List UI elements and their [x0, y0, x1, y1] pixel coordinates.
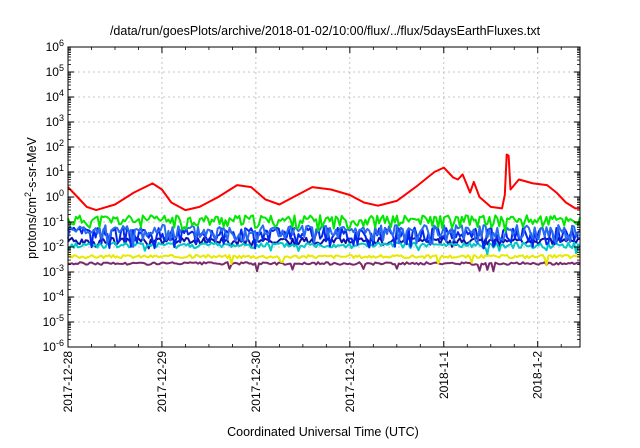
- y-tick-label: 103: [46, 113, 64, 129]
- series-line: [67, 253, 581, 266]
- y-tick-label: 105: [46, 63, 64, 79]
- y-axis-label: protons/cm2-s-sr-MeV: [23, 136, 39, 258]
- x-tick-label: 2017-12-31: [343, 351, 357, 413]
- x-axis-label: Coordinated Universal Time (UTC): [227, 425, 419, 439]
- x-tick-label: 2017-12-28: [61, 351, 75, 413]
- y-tick-label: 104: [46, 88, 64, 104]
- x-tick-label: 2017-12-30: [249, 351, 263, 413]
- y-tick-label: 10-5: [43, 313, 64, 329]
- x-tick-label: 2018-1-1: [437, 351, 451, 399]
- y-tick-label: 106: [46, 38, 64, 54]
- y-tick-label: 10-2: [43, 238, 64, 254]
- series-line: [67, 223, 581, 248]
- y-tick-label: 10-4: [43, 288, 64, 304]
- y-tick-label: 10-3: [43, 263, 64, 279]
- series-line: [67, 241, 581, 256]
- y-tick-label: 101: [46, 163, 64, 179]
- x-tick-label: 2017-12-29: [155, 351, 169, 413]
- y-tick-label: 102: [46, 138, 64, 154]
- grid: [68, 47, 580, 347]
- chart-title: /data/run/goesPlots/archive/2018-01-02/1…: [110, 24, 541, 38]
- series-line: [67, 261, 581, 273]
- series-group: [67, 153, 581, 273]
- y-tick-label: 100: [46, 188, 64, 204]
- series-line: [67, 153, 580, 212]
- x-tick-label: 2018-1-2: [531, 351, 545, 399]
- x-axis-ticks: 2017-12-28 2017-12-29 2017-12-30 2017-12-31…: [61, 47, 562, 413]
- series-line: [67, 226, 581, 250]
- y-tick-label: 10-1: [43, 213, 64, 229]
- series-line: [67, 214, 581, 233]
- y-axis-ticks: 106 105 104 103 102 101 100 10-1 10-2 10-3 10-4 10-…: [43, 38, 580, 354]
